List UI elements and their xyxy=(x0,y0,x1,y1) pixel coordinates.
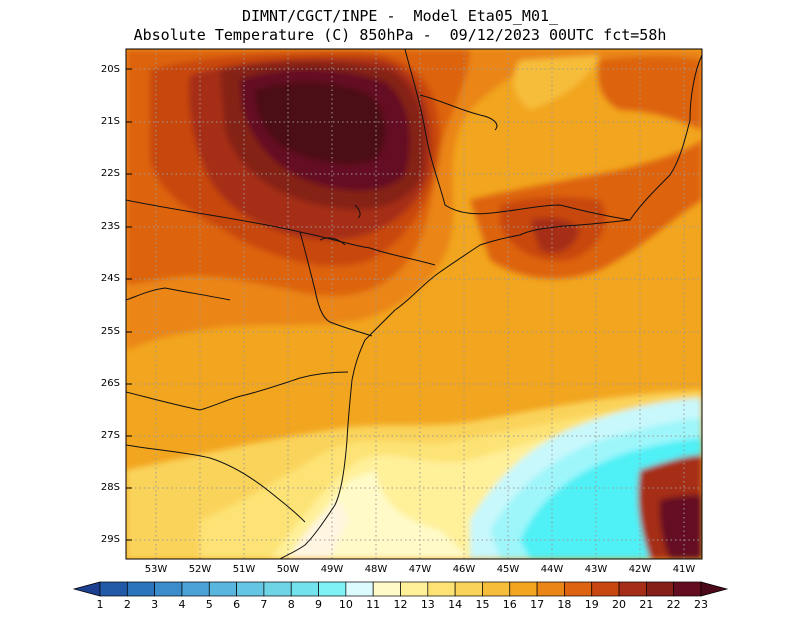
lon-label: 52W xyxy=(188,564,212,575)
colorbar-swatch xyxy=(536,581,565,597)
colorbar-label: 3 xyxy=(151,598,159,611)
lat-label: 26S xyxy=(100,378,120,389)
colorbar-swatch xyxy=(318,581,347,597)
field-shading xyxy=(126,49,702,559)
colorbar xyxy=(72,581,729,597)
map-frame xyxy=(125,48,703,560)
colorbar-label: 13 xyxy=(420,598,435,611)
colorbar-label: 8 xyxy=(287,598,295,611)
lon-label: 48W xyxy=(364,564,388,575)
colorbar-swatch xyxy=(646,581,675,597)
lat-label: 25S xyxy=(100,326,120,337)
lon-label: 44W xyxy=(540,564,564,575)
border-sp-north xyxy=(126,199,436,266)
band-16-ne xyxy=(513,55,600,110)
border-pr-sc xyxy=(126,371,349,411)
gridlines xyxy=(126,49,702,559)
colorbar-label: 19 xyxy=(584,598,599,611)
lon-label: 53W xyxy=(144,564,168,575)
colorbar-swatch xyxy=(591,581,620,597)
colorbar-label: 14 xyxy=(448,598,463,611)
lat-label: 28S xyxy=(100,482,120,493)
colorbar-label: 18 xyxy=(557,598,572,611)
lon-label: 51W xyxy=(232,564,256,575)
temperature-field xyxy=(126,49,702,559)
colorbar-label: 7 xyxy=(260,598,268,611)
colorbar-swatch xyxy=(263,581,292,597)
colorbar-label: 23 xyxy=(694,598,708,611)
colorbar-label: 5 xyxy=(205,598,213,611)
borders xyxy=(126,49,702,559)
colorbar-swatch xyxy=(99,581,128,597)
lat-label: 29S xyxy=(100,534,120,545)
lat-label: 22S xyxy=(100,168,120,179)
colorbar-label: 9 xyxy=(315,598,323,611)
band-11 xyxy=(290,500,348,559)
colorbar-label: 12 xyxy=(393,598,408,611)
border-sc-rs xyxy=(126,444,306,523)
colorbar-swatch xyxy=(509,581,538,597)
colorbar-label: 22 xyxy=(666,598,681,611)
colorbar-swatch xyxy=(208,581,237,597)
lat-label: 24S xyxy=(100,273,120,284)
rivers xyxy=(319,204,361,246)
colorbar-swatch xyxy=(564,581,593,597)
colorbar-swatch xyxy=(181,581,210,597)
title-line-2: Absolute Temperature (C) 850hPa - 09/12/… xyxy=(133,26,667,44)
colorbar-label: 20 xyxy=(612,598,627,611)
colorbar-swatch xyxy=(482,581,511,597)
colorbar-swatch xyxy=(400,581,429,597)
lon-label: 42W xyxy=(628,564,652,575)
colorbar-swatch xyxy=(345,581,374,597)
colorbar-swatch xyxy=(154,581,183,597)
colorbar-swatch xyxy=(236,581,265,597)
colorbar-label: 17 xyxy=(530,598,545,611)
border-mg-rj xyxy=(404,49,631,221)
lat-label: 21S xyxy=(100,116,120,127)
lat-label: 23S xyxy=(100,221,120,232)
colorbar-swatch xyxy=(126,581,155,597)
lon-label: 50W xyxy=(276,564,300,575)
axis-ticks xyxy=(126,68,132,541)
colorbar-swatch xyxy=(290,581,319,597)
colorbar-label: 10 xyxy=(338,598,353,611)
colorbar-label: 21 xyxy=(639,598,654,611)
colorbar-swatch xyxy=(454,581,483,597)
colorbar-swatch xyxy=(372,581,401,597)
colorbar-label: 1 xyxy=(96,598,104,611)
lon-label: 47W xyxy=(408,564,432,575)
colorbar-label: 4 xyxy=(178,598,186,611)
lat-label: 20S xyxy=(100,64,120,75)
colorbar-label: 15 xyxy=(475,598,490,611)
colorbar-label: 2 xyxy=(123,598,131,611)
band-23-se xyxy=(659,495,702,559)
band-19-ne xyxy=(598,56,702,130)
border-pr-sp xyxy=(299,231,373,337)
colorbar-swatch xyxy=(673,581,702,597)
coastline xyxy=(279,54,702,559)
colorbar-swatch xyxy=(427,581,456,597)
border-ms xyxy=(126,287,231,301)
lon-label: 43W xyxy=(584,564,608,575)
colorbar-right-arrow xyxy=(700,581,729,597)
colorbar-swatch xyxy=(618,581,647,597)
colorbar-label: 16 xyxy=(502,598,517,611)
colorbar-left-arrow xyxy=(72,581,101,597)
lon-label: 41W xyxy=(672,564,696,575)
lon-label: 46W xyxy=(452,564,476,575)
lon-label: 49W xyxy=(320,564,344,575)
colorbar-label: 11 xyxy=(366,598,381,611)
lakes xyxy=(419,94,498,131)
title-line-1: DIMNT/CGCT/INPE - Model Eta05_M01_ xyxy=(241,7,559,25)
colorbar-label: 6 xyxy=(233,598,241,611)
lat-label: 27S xyxy=(100,430,120,441)
lon-label: 45W xyxy=(496,564,520,575)
